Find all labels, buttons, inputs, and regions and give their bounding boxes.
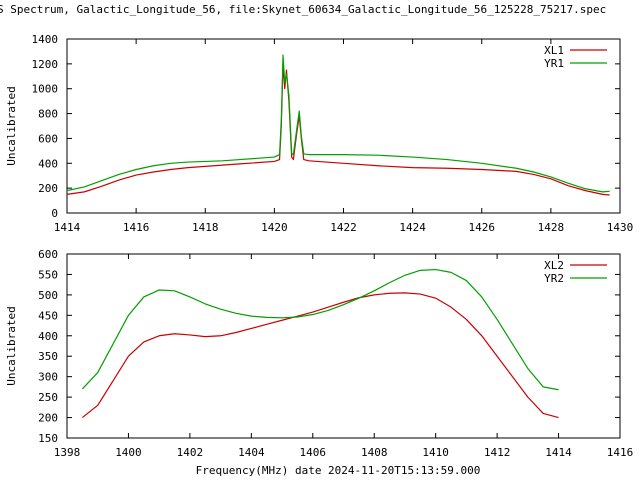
bottom-spectrum-panel: 150 200 250 300 350 400 450 500 550 600 1398 1400 14…	[5, 248, 633, 459]
x-tick-label: 1428	[538, 221, 565, 234]
x-tick-label: 1416	[607, 446, 634, 459]
x-tick-label: 1430	[607, 221, 634, 234]
series-line-xl2	[81, 292, 559, 419]
y-axis-label: Uncalibrated	[5, 86, 18, 165]
top-spectrum-panel: 0 200 400 600 800 1000 1200 1400 1414 1416 1418 142…	[5, 33, 633, 234]
x-tick-label: 1426	[469, 221, 496, 234]
x-tick-label: 1422	[330, 221, 357, 234]
x-tick-label: 1412	[484, 446, 511, 459]
y-tick-label: 250	[38, 391, 58, 404]
series-line-xl1	[66, 63, 610, 196]
y-tick-label: 1000	[32, 83, 59, 96]
y-tick-label: 500	[38, 289, 58, 302]
figure-title: S Spectrum, Galactic_Longitude_56, file:…	[0, 3, 606, 16]
x-tick-label: 1406	[300, 446, 327, 459]
y-tick-label: 400	[38, 330, 58, 343]
y-tick-label: 1200	[32, 58, 59, 71]
x-tick-label: 1408	[361, 446, 388, 459]
y-tick-label: 400	[38, 157, 58, 170]
legend-label-yr2: YR2	[544, 272, 564, 285]
x-tick-label: 1424	[399, 221, 426, 234]
y-tick-label: 200	[38, 182, 58, 195]
x-tick-label: 1398	[54, 446, 81, 459]
y-tick-label: 350	[38, 350, 58, 363]
y-tick-label: 200	[38, 412, 58, 425]
x-tick-label: 1402	[177, 446, 204, 459]
y-tick-label: 300	[38, 371, 58, 384]
x-tick-label: 1418	[192, 221, 219, 234]
x-tick-label: 1416	[123, 221, 150, 234]
x-tick-label: 1410	[422, 446, 449, 459]
x-tick-label: 1420	[261, 221, 288, 234]
y-tick-label: 450	[38, 309, 58, 322]
y-axis-label: Uncalibrated	[5, 306, 18, 385]
plot-frame	[66, 38, 621, 214]
y-tick-label: 600	[38, 248, 58, 261]
series-line-yr1	[66, 54, 610, 193]
x-tick-label: 1414	[545, 446, 572, 459]
y-tick-label: 550	[38, 268, 58, 281]
y-tick-label: 0	[51, 207, 58, 220]
y-tick-label: 1400	[32, 33, 59, 46]
legend-label-xl1: XL1	[544, 44, 564, 57]
x-tick-label: 1404	[238, 446, 265, 459]
plot-frame	[66, 253, 621, 439]
legend-label-yr1: YR1	[544, 57, 564, 70]
y-tick-label: 150	[38, 432, 58, 445]
x-tick-label: 1400	[115, 446, 142, 459]
x-axis-label: Frequency(MHz) date 2024-11-20T15:13:59.…	[196, 464, 481, 477]
y-tick-label: 600	[38, 132, 58, 145]
series-line-yr2	[81, 268, 559, 391]
y-tick-label: 800	[38, 108, 58, 121]
legend-label-xl2: XL2	[544, 259, 564, 272]
x-tick-label: 1414	[54, 221, 81, 234]
